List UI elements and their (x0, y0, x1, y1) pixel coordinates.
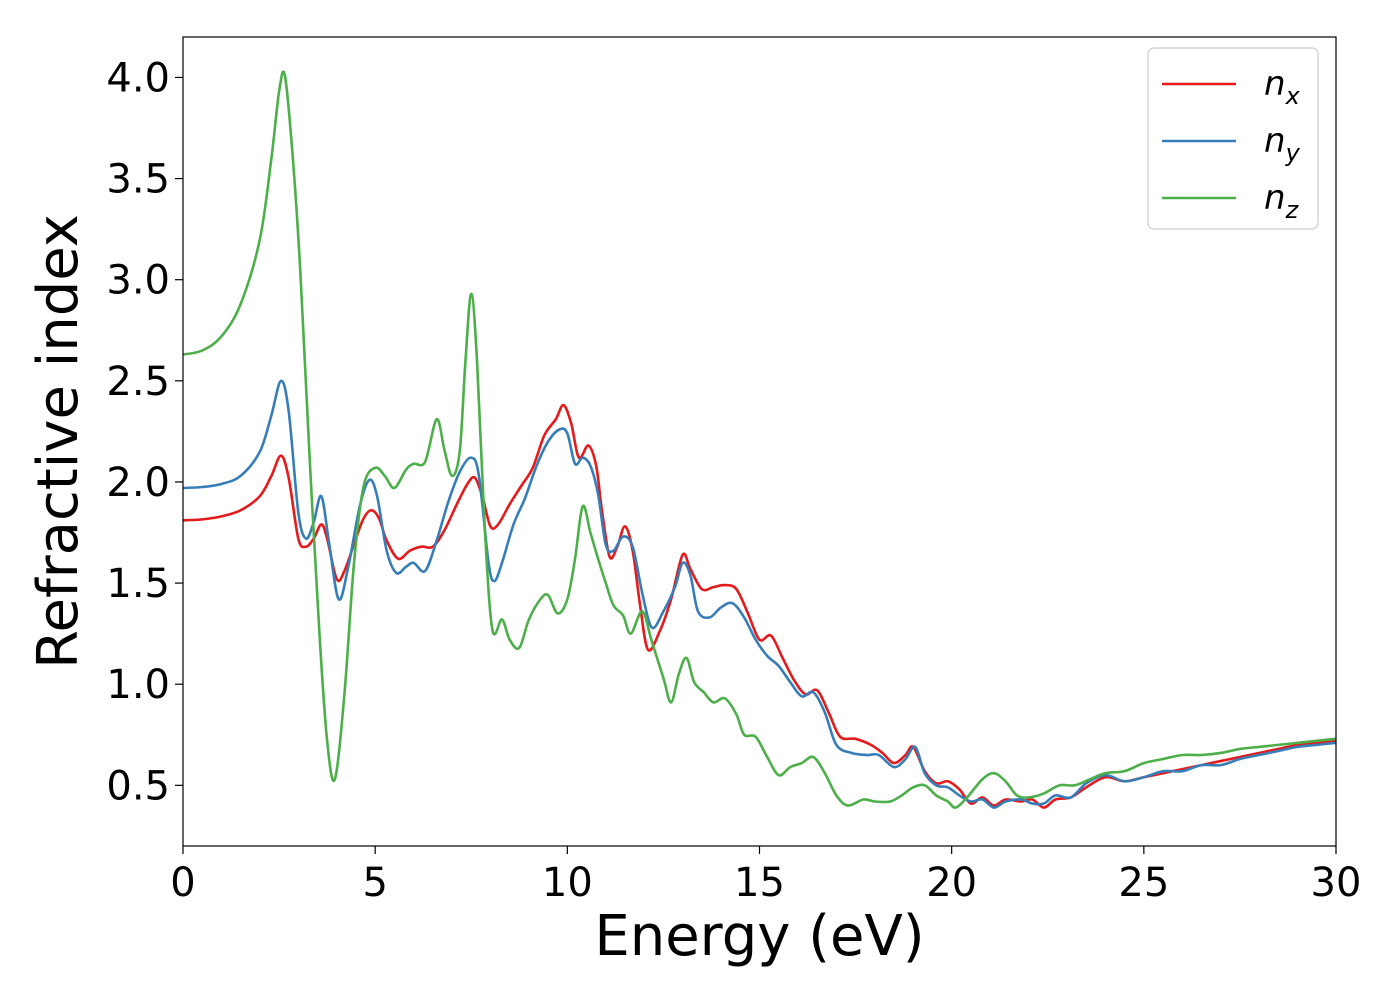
y-tick-label: 4.0 (106, 55, 170, 101)
x-tick-label: 15 (734, 860, 785, 906)
series-layer (183, 70, 1336, 809)
y-tick-label: 3.5 (106, 157, 170, 203)
y-tick-label: 2.0 (106, 460, 170, 506)
y-tick-label: 2.5 (106, 359, 170, 405)
y-axis-title: Refractive index (26, 214, 91, 669)
x-tick-label: 5 (362, 860, 387, 906)
y-tick-label: 1.5 (106, 561, 170, 607)
y-tick-label: 1.0 (106, 662, 170, 708)
legend-box (1147, 47, 1319, 230)
series-line-nx (183, 403, 1336, 809)
x-tick-label: 10 (542, 860, 593, 906)
legend-label-ny: ny (1264, 121, 1301, 167)
axis-ticks: 0 5 10 15 20 25 30 0.5 1.0 1.5 2.0 2.5 3.0 3.5 4.0 (106, 55, 1361, 906)
x-axis-title: Energy (eV) (594, 904, 924, 969)
x-tick-label: 20 (926, 860, 977, 906)
x-tick-label: 30 (1311, 860, 1362, 906)
x-tick-label: 0 (170, 860, 195, 906)
y-tick-label: 3.0 (106, 258, 170, 304)
legend-label-nx: nx (1264, 64, 1301, 110)
series-line-nz (183, 70, 1336, 809)
y-tick-label: 0.5 (106, 763, 170, 809)
x-tick-label: 25 (1118, 860, 1169, 906)
series-line-ny (183, 379, 1336, 809)
